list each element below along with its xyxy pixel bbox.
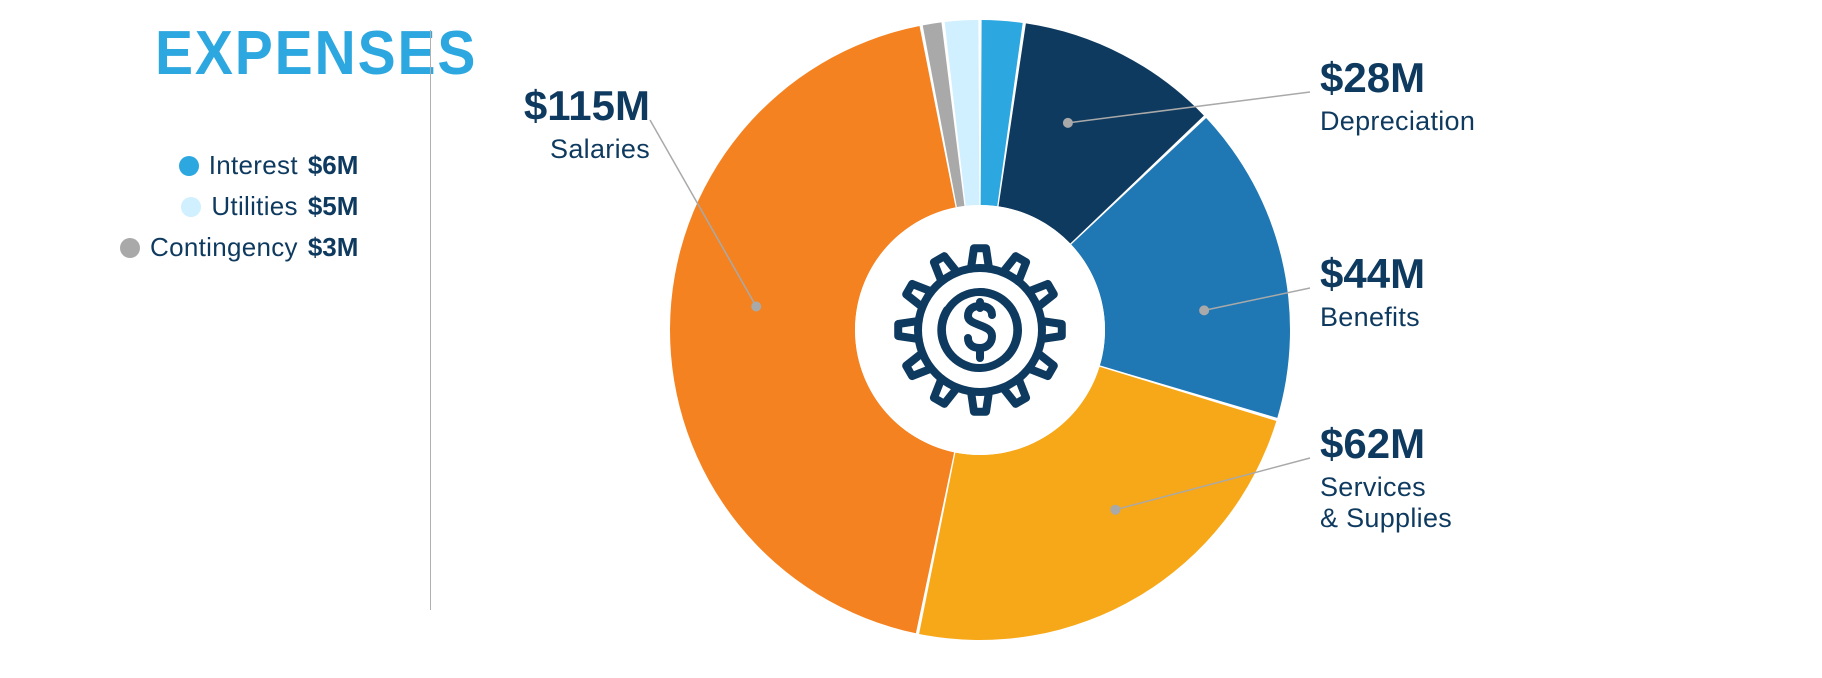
legend-item: Contingency $3M <box>120 232 358 263</box>
legend-label: Contingency <box>150 232 298 263</box>
donut-chart <box>670 20 1290 640</box>
callout-value: $44M <box>1320 250 1425 298</box>
legend-dot <box>181 197 201 217</box>
legend-item: Interest $6M <box>179 150 359 181</box>
callout-salaries: $115M Salaries <box>524 82 650 165</box>
vertical-divider <box>430 30 431 610</box>
gear-dollar-icon <box>880 230 1080 430</box>
legend-value: $5M <box>308 191 359 222</box>
legend-value: $6M <box>308 150 359 181</box>
legend-label: Interest <box>209 150 298 181</box>
legend-dot <box>120 238 140 258</box>
callout-label: Salaries <box>524 134 650 165</box>
callout-services: $62MServices& Supplies <box>1320 420 1452 534</box>
legend-dot <box>179 156 199 176</box>
callout-value: $28M <box>1320 54 1475 102</box>
callout-depreciation: $28M Depreciation <box>1320 54 1475 137</box>
callout-label: Benefits <box>1320 302 1425 333</box>
callout-value: $115M <box>524 82 650 130</box>
callout-label: Depreciation <box>1320 106 1475 137</box>
callout-benefits: $44M Benefits <box>1320 250 1425 333</box>
chart-title: EXPENSES <box>155 18 477 89</box>
legend-label: Utilities <box>211 191 298 222</box>
callout-value: $62M <box>1320 420 1452 468</box>
callout-label: Services& Supplies <box>1320 472 1452 534</box>
legend: Interest $6M Utilities $5M Contingency $3M <box>120 150 358 263</box>
legend-item: Utilities $5M <box>181 191 358 222</box>
legend-value: $3M <box>308 232 359 263</box>
